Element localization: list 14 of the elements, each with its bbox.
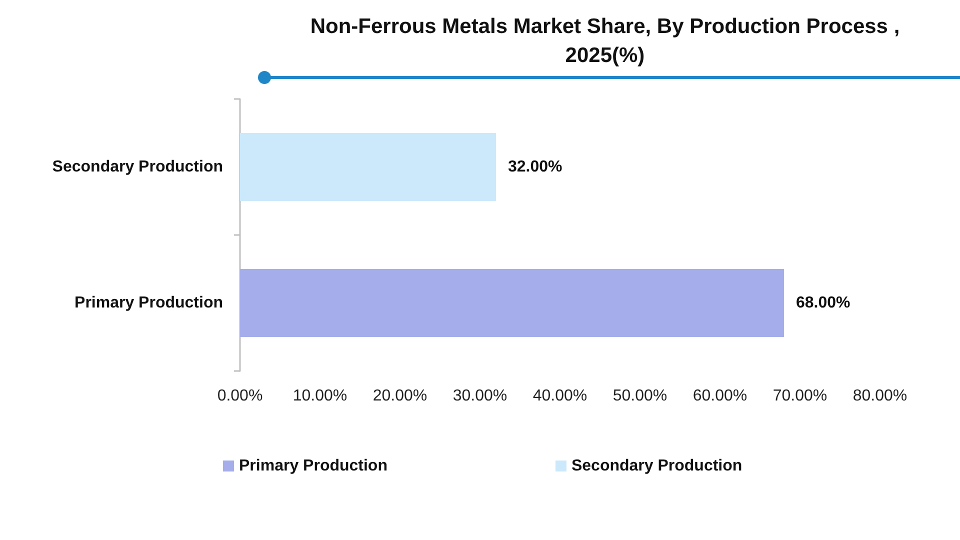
x-tick-label: 70.00%: [772, 388, 828, 404]
legend-label: Primary Production: [239, 458, 388, 474]
x-tick-label: 50.00%: [612, 388, 668, 404]
data-label: 68.00%: [796, 294, 850, 312]
legend-label: Secondary Production: [571, 458, 742, 474]
x-tick-label: 40.00%: [532, 388, 588, 404]
chart-title: Non-Ferrous Metals Market Share, By Production Process , 2025(%): [309, 14, 901, 69]
x-tick-label: 80.00%: [852, 388, 908, 404]
x-tick-label: 10.00%: [292, 388, 348, 404]
x-tick-label: 60.00%: [692, 388, 748, 404]
x-tick-label: 20.00%: [372, 388, 428, 404]
x-tick-label: 30.00%: [452, 388, 508, 404]
x-tick-label: 0.00%: [217, 388, 263, 404]
data-label: 32.00%: [508, 158, 562, 176]
